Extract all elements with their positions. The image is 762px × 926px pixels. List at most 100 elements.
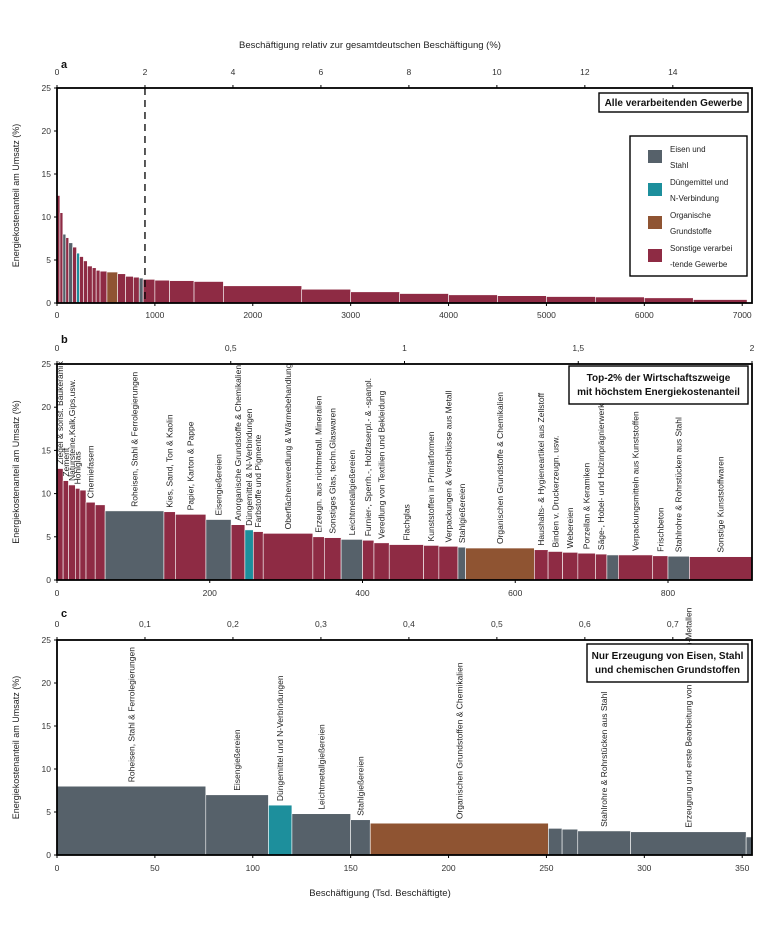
top-tick-label: 8: [407, 67, 412, 77]
chart-title: Nur Erzeugung von Eisen, Stahl und chemis…: [592, 651, 744, 676]
y-axis-label: Energiekostenanteil am Umsatz (%): [11, 124, 21, 268]
bar: [175, 514, 207, 581]
top-tick-label: 2: [143, 67, 148, 77]
top-tick-label: 0,7: [667, 619, 679, 629]
bar-label: Ziegel & sonst. Baukeramik: [55, 360, 65, 464]
panel-b: b Ziegel & sonst. BaukeramikZementNaturst…: [11, 334, 755, 598]
bar: [56, 785, 207, 856]
top-tick-label: 1: [402, 343, 407, 353]
legend-label: Sonstige verarbei -tende Gewerbe: [670, 244, 732, 269]
bar: [465, 547, 535, 581]
title-box: [598, 92, 749, 113]
x-tick-label: 4000: [439, 310, 458, 320]
bar: [193, 281, 224, 304]
x-tick-label: 0: [55, 310, 60, 320]
bar: [324, 537, 342, 581]
bar: [369, 822, 549, 856]
bar: [423, 545, 440, 581]
bar-label: Düngemittel und N-Verbindungen: [275, 675, 285, 801]
top-tick-label: 0,4: [403, 619, 415, 629]
bar: [546, 296, 596, 304]
bar-label: Stahlgießereien: [457, 483, 467, 543]
y-tick-label: 10: [42, 764, 52, 774]
bar: [534, 549, 549, 581]
bar: [125, 276, 134, 304]
bar-label: Veredlung von Textilien und Bekleidung: [377, 390, 387, 539]
x-tick-label: 250: [539, 863, 553, 873]
bar: [79, 256, 84, 304]
bar-label: Leichtmetallgießereien: [316, 724, 326, 810]
panel-letter: a: [61, 59, 68, 71]
y-tick-label: 5: [46, 807, 51, 817]
x-tick-label: 7000: [733, 310, 752, 320]
bar: [606, 554, 619, 581]
bar-label: Frischbeton: [655, 507, 665, 552]
chart-title: Alle verarbeitenden Gewerbe: [605, 98, 743, 109]
bar-label: Stahlrohre & Rohrstücken aus Stahl: [674, 417, 684, 552]
bar: [59, 212, 64, 304]
y-tick-label: 25: [42, 83, 52, 93]
top-tick-label: 6: [319, 67, 324, 77]
bar: [106, 271, 118, 304]
y-tick-label: 0: [46, 298, 51, 308]
panel-letter: b: [61, 334, 68, 346]
bar: [91, 267, 97, 304]
x-tick-label: 150: [344, 863, 358, 873]
bar-label: Hohlglas: [73, 451, 83, 484]
bar: [630, 831, 747, 856]
bar: [94, 504, 106, 581]
top-tick-label: 0: [55, 67, 60, 77]
y-tick-label: 5: [46, 532, 51, 542]
bar: [87, 265, 93, 304]
bar-label: Natursteine,Kalk,Gips,usw.: [67, 379, 77, 481]
y-tick-label: 15: [42, 445, 52, 455]
bar: [399, 293, 449, 304]
x-tick-label: 300: [637, 863, 651, 873]
bar-label: Chemiefasern: [86, 445, 96, 498]
bar-label: Verpackungen & Verschlüsse aus Metall: [443, 391, 453, 543]
bar-label: Sonstiges Glas, techn.Glaswaren: [328, 408, 338, 534]
y-tick-label: 20: [42, 126, 52, 136]
x-tick-label: 50: [150, 863, 160, 873]
bar: [104, 510, 165, 581]
bar: [291, 813, 351, 856]
top-tick-label: 12: [580, 67, 590, 77]
legend-label: Düngemittel und N-Verbindung: [670, 178, 728, 203]
bars: [56, 785, 753, 856]
bar-label: Flachglas: [401, 504, 411, 540]
top-axis-label: Beschäftigung relativ zur gesamtdeutsche…: [239, 40, 501, 51]
bar: [457, 546, 466, 581]
bar: [262, 533, 314, 581]
bar-label: Kies, Sand, Ton & Kaolin: [165, 414, 175, 508]
legend-swatch: [648, 216, 662, 229]
x-tick-label: 6000: [635, 310, 654, 320]
bar-label: Oberflächenveredlung & Wärmebehandlung: [283, 363, 293, 529]
x-tick-label: 100: [246, 863, 260, 873]
bar: [205, 794, 269, 856]
bar: [205, 519, 232, 581]
bar: [689, 556, 753, 581]
bottom-axis-label: Beschäftigung (Tsd. Beschäftigte): [309, 888, 451, 899]
bar-label: Organischen Grundstoffen & Chemikalien: [454, 662, 464, 819]
top-tick-label: 1,5: [572, 343, 584, 353]
bar: [62, 480, 69, 581]
x-tick-label: 0: [55, 863, 60, 873]
legend-swatch: [648, 249, 662, 262]
bar: [72, 246, 77, 304]
bar-label: Leichtmetallgießereien: [347, 450, 357, 536]
y-tick-label: 10: [42, 212, 52, 222]
x-tick-label: 400: [355, 588, 369, 598]
bar: [577, 552, 596, 581]
bar-label: Haushalts- & Hygieneartikel aus Zellstof…: [536, 392, 546, 546]
bar-label: Erzeugn. aus nichtmetall. Mineralien: [314, 396, 324, 533]
title-box: [568, 365, 749, 405]
bar: [244, 529, 254, 581]
bar: [85, 501, 96, 581]
bar: [577, 830, 631, 856]
top-tick-label: 10: [492, 67, 502, 77]
bar: [154, 279, 170, 304]
bar: [350, 819, 371, 856]
bar: [99, 270, 108, 304]
top-tick-label: 0,5: [225, 343, 237, 353]
